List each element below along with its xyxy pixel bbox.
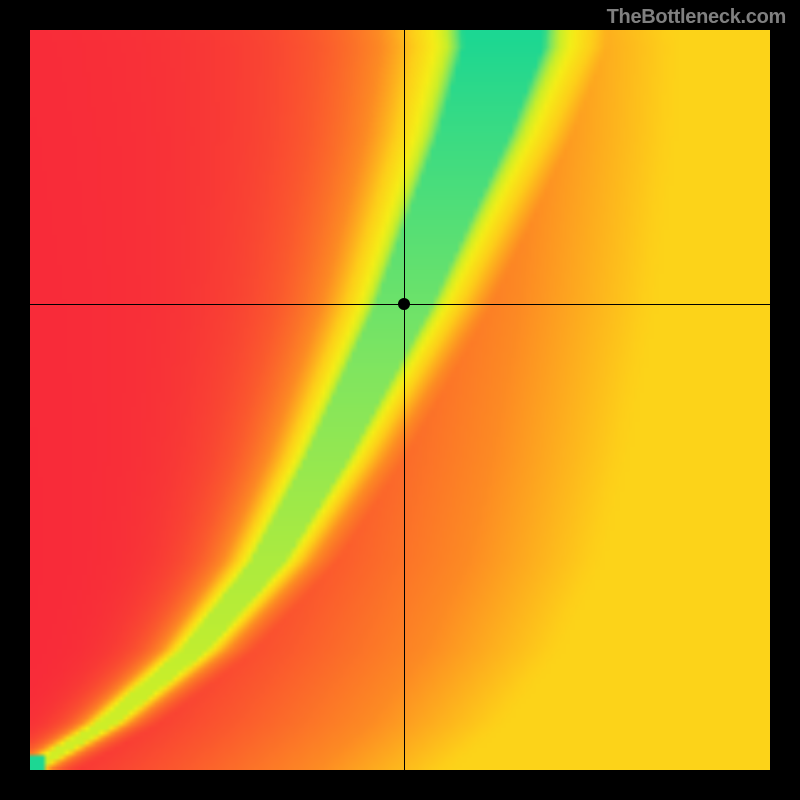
watermark-text: TheBottleneck.com — [607, 6, 786, 29]
plot-area — [30, 30, 770, 770]
crosshair-vertical — [404, 30, 405, 770]
heatmap-canvas — [30, 30, 770, 770]
crosshair-marker — [398, 298, 410, 310]
